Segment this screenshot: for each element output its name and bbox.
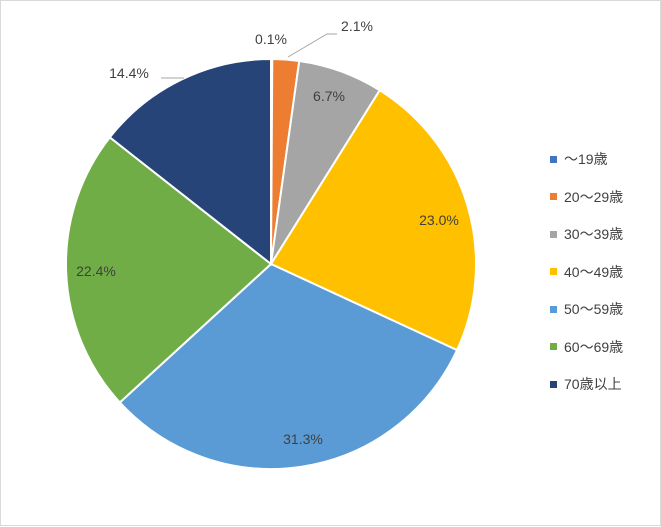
- legend-item-6: 70歳以上: [550, 372, 623, 396]
- legend: ～19歳 20～29歳 30～39歳 40～49歳 50～59歳 60～69歳 70歳以上: [550, 147, 623, 410]
- legend-label: 70歳以上: [564, 376, 622, 392]
- legend-item-2: 30～39歳: [550, 222, 623, 246]
- legend-item-0: ～19歳: [550, 147, 623, 171]
- data-label-3: 23.0%: [419, 212, 459, 228]
- legend-swatch: [550, 305, 557, 313]
- legend-label: 40～49歳: [564, 263, 624, 280]
- pie-slice-3: [269, 88, 477, 352]
- legend-item-4: 50～59歳: [550, 297, 623, 321]
- legend-swatch: [550, 155, 557, 163]
- legend-item-1: 20～29歳: [550, 185, 623, 209]
- data-label-0: 0.1%: [255, 31, 287, 47]
- data-label-2: 6.7%: [313, 88, 345, 104]
- legend-item-3: 40～49歳: [550, 260, 623, 284]
- legend-swatch: [550, 268, 557, 275]
- pie-slice-4: [118, 262, 459, 470]
- legend-label: 60～69歳: [564, 338, 624, 355]
- pie-slice-6: [108, 57, 272, 267]
- legend-label: ～19歳: [564, 151, 608, 167]
- data-label-1: 2.1%: [341, 18, 373, 34]
- legend-swatch: [550, 380, 557, 388]
- legend-swatch: [550, 343, 557, 350]
- legend-swatch: [550, 193, 557, 200]
- pie-slice-5: [65, 135, 273, 404]
- data-label-4: 31.3%: [283, 431, 323, 447]
- legend-swatch: [550, 230, 557, 238]
- legend-label: 20～29歳: [564, 188, 624, 205]
- data-label-6: 14.4%: [109, 65, 149, 81]
- data-label-5: 22.4%: [76, 263, 116, 279]
- leader-line-1: [287, 33, 337, 58]
- legend-item-5: 60～69歳: [550, 335, 623, 359]
- legend-label: 50～59歳: [564, 301, 624, 317]
- legend-label: 30～39歳: [564, 226, 624, 242]
